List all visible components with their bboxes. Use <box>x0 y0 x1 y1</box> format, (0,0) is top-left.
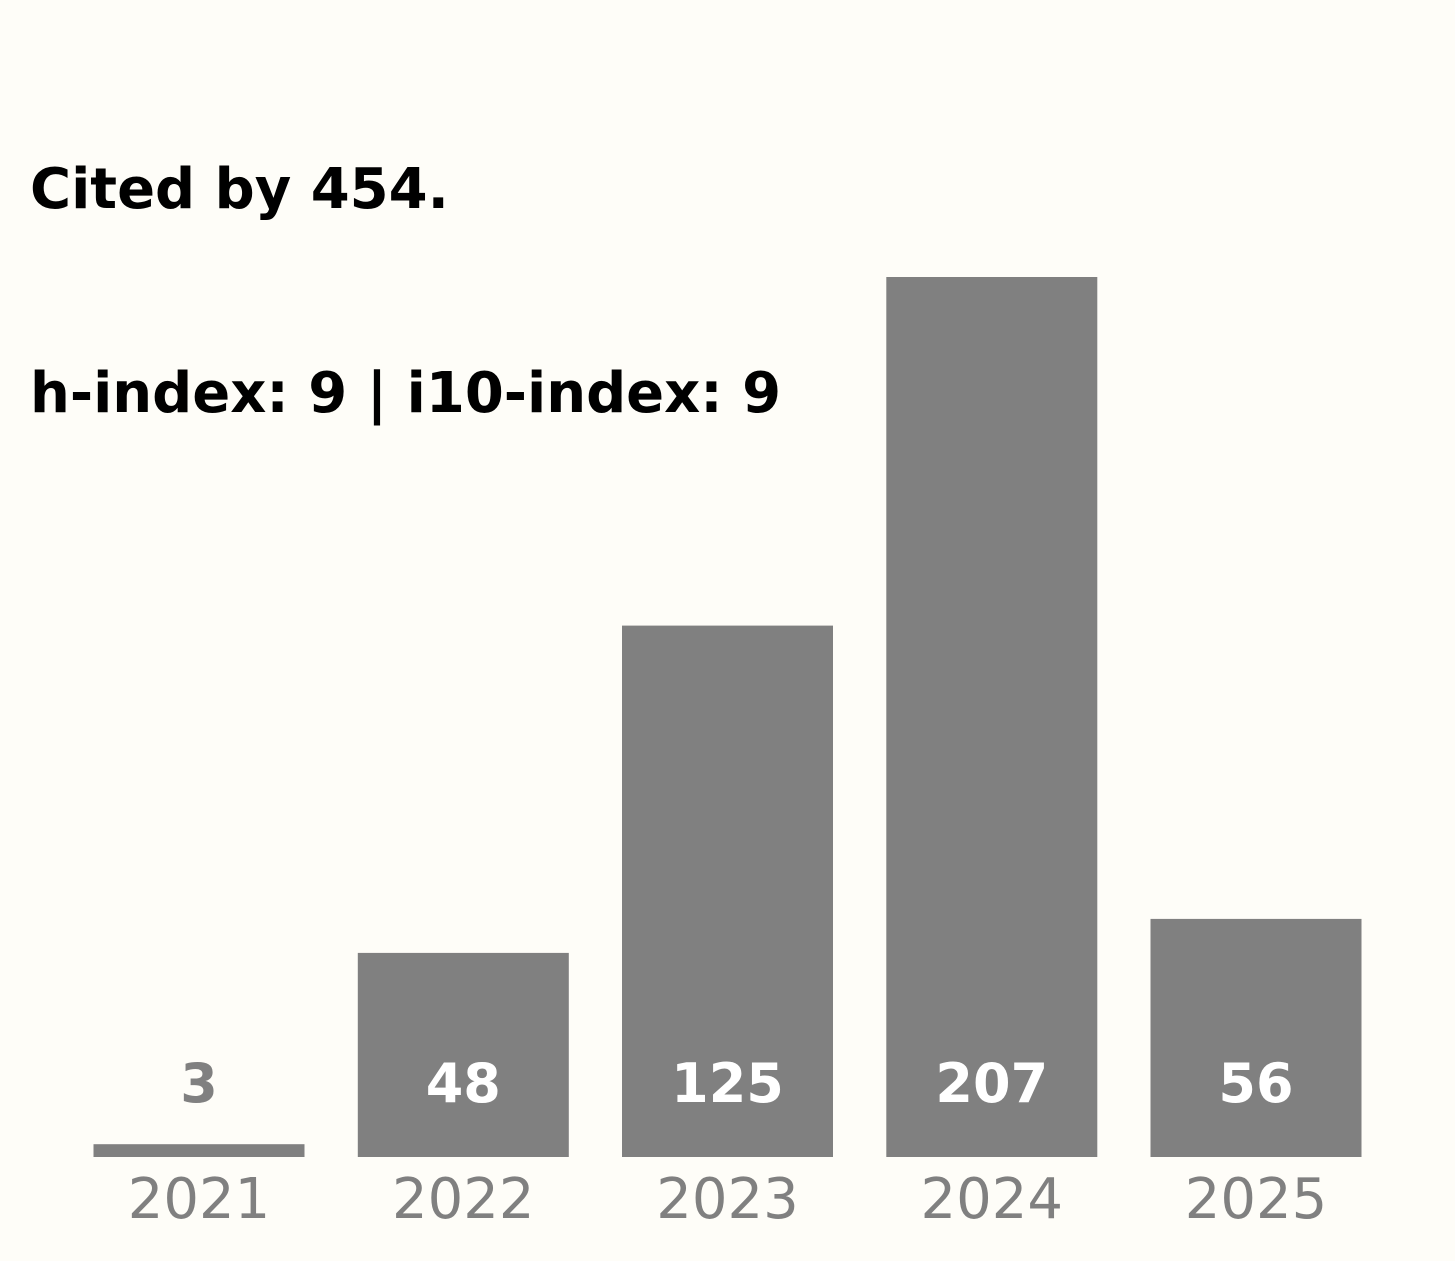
x-tick-label-2022: 2022 <box>392 1167 535 1232</box>
bar-2022 <box>357 952 569 1157</box>
value-label-2024: 207 <box>935 1052 1048 1115</box>
x-tick-label-2025: 2025 <box>1185 1167 1328 1232</box>
x-tick-label-2023: 2023 <box>656 1167 799 1232</box>
bar-2021 <box>93 1144 305 1157</box>
chart-title-line-1: Cited by 454. <box>30 157 449 222</box>
bar-2025 <box>1150 918 1362 1157</box>
chart-title-line-2: h-index: 9 | i10-index: 9 <box>30 361 782 426</box>
bar-2024 <box>886 277 1098 1157</box>
value-label-2023: 125 <box>671 1052 784 1115</box>
value-label-2025: 56 <box>1218 1052 1293 1115</box>
bar-2023 <box>622 625 833 1157</box>
chart-title: Cited by 454. h-index: 9 | i10-index: 9 <box>30 20 781 496</box>
x-tick-label-2024: 2024 <box>921 1167 1064 1232</box>
x-tick-label-2021: 2021 <box>128 1167 271 1232</box>
value-label-2021: 3 <box>180 1052 218 1115</box>
value-label-2022: 48 <box>426 1052 501 1115</box>
